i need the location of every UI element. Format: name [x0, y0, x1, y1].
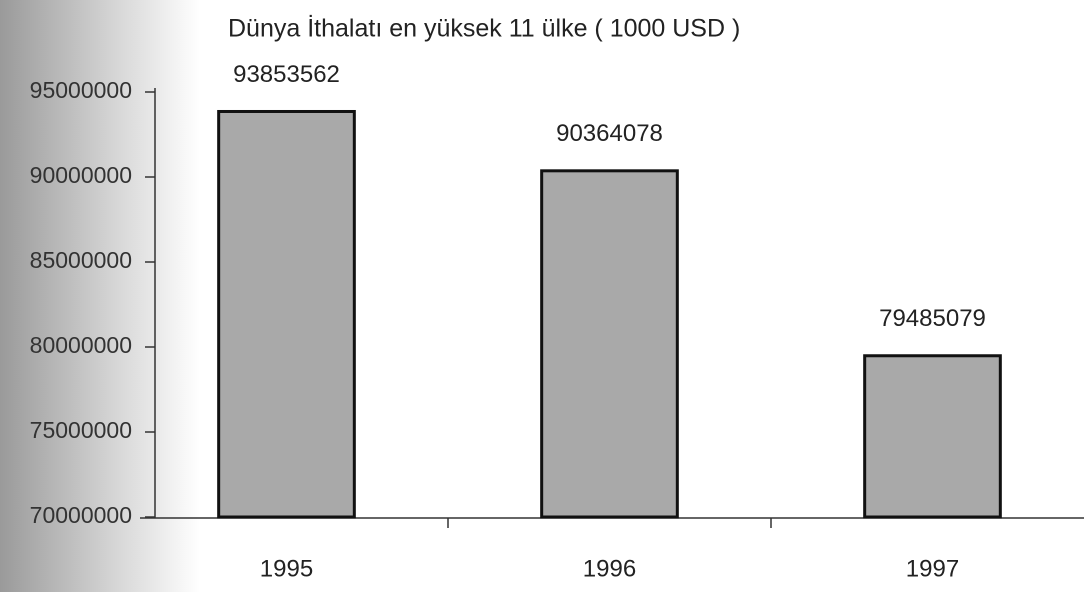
bar — [540, 169, 679, 519]
y-tick-label: 70000000 — [30, 502, 132, 528]
y-tick-label: 75000000 — [30, 417, 132, 443]
y-tick-label: 85000000 — [30, 247, 132, 273]
y-tick-label: 80000000 — [30, 332, 132, 358]
x-tick-label: 1995 — [260, 555, 313, 582]
bar — [863, 354, 1002, 519]
value-label: 79485079 — [879, 305, 986, 332]
x-tick-label: 1997 — [906, 555, 959, 582]
x-tick-label: 1996 — [583, 555, 636, 582]
value-label: 90364078 — [556, 120, 663, 147]
value-label: 93853562 — [233, 61, 340, 88]
y-tick-label: 95000000 — [30, 77, 132, 103]
y-tick-label: 90000000 — [30, 162, 132, 188]
scan-shade — [0, 0, 200, 592]
bar — [217, 109, 356, 519]
chart-title: Dünya İthalatı en yüksek 11 ülke ( 1000 … — [228, 14, 740, 43]
